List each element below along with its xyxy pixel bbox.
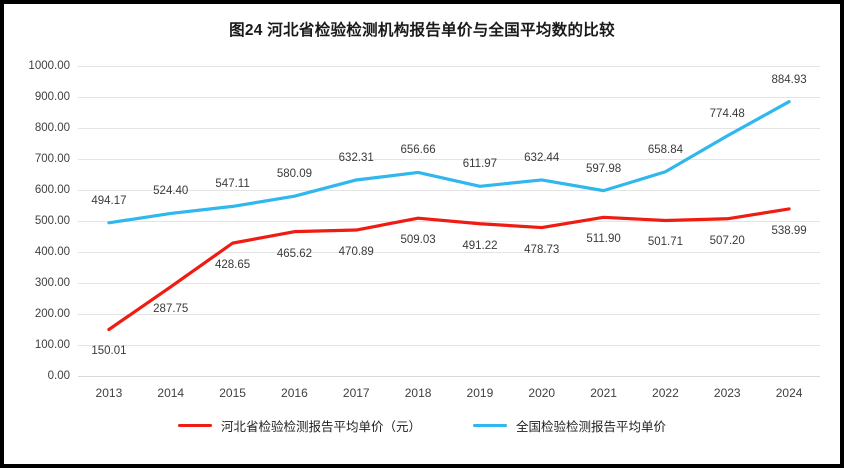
gridline: [78, 252, 820, 253]
data-label: 501.71: [647, 236, 683, 249]
y-tick-label: 400.00: [34, 246, 70, 258]
data-label: 287.75: [153, 302, 189, 315]
legend-item-1[interactable]: 河北省检验检测报告平均单价（元）: [177, 416, 421, 435]
plot-area: 1000.00 900.00 800.00 700.00 600.00 500.00 400…: [28, 60, 820, 400]
y-tick-label: 100.00: [34, 339, 70, 351]
x-tick-label: 2020: [528, 386, 556, 400]
series-line-1: [107, 207, 791, 332]
data-label: 478.73: [524, 243, 560, 256]
y-tick-label: 200.00: [34, 308, 70, 320]
data-label: 656.66: [400, 144, 436, 157]
data-label: 524.40: [153, 185, 189, 198]
chart-card: 图24 河北省检验检测机构报告单价与全国平均数的比较 1000.00 900.00…: [4, 4, 840, 464]
data-label: 547.11: [215, 178, 250, 191]
x-axis-line: [78, 376, 820, 377]
data-label: 774.48: [709, 107, 745, 120]
gridline: [78, 128, 820, 129]
data-label: 597.98: [585, 162, 622, 175]
legend: 河北省检验检测报告平均单价（元） 全国检验检测报告平均单价: [4, 416, 840, 435]
legend-item-2[interactable]: 全国检验检测报告平均单价: [473, 416, 666, 435]
gridline: [78, 283, 820, 284]
x-tick-label: 2015: [219, 386, 246, 400]
data-label: 884.93: [771, 73, 807, 86]
y-tick-label: 500.00: [34, 215, 70, 227]
legend-swatch: [473, 423, 507, 428]
data-label: 658.84: [647, 143, 683, 156]
legend-label: 全国检验检测报告平均单价: [516, 420, 667, 434]
y-tick-label: 700.00: [34, 153, 70, 165]
y-tick-label: 300.00: [34, 277, 70, 289]
gridline: [78, 190, 820, 191]
x-tick-label: 2017: [342, 386, 370, 400]
y-tick-label: 800.00: [34, 122, 70, 134]
x-tick-label: 2023: [713, 386, 741, 400]
data-label: 511.90: [586, 233, 621, 246]
data-label: 465.62: [276, 247, 312, 260]
gridline: [78, 97, 820, 98]
x-tick-label: 2019: [466, 386, 494, 400]
y-tick-label: 900.00: [34, 91, 70, 103]
data-label: 509.03: [400, 234, 436, 247]
x-tick-label: 2014: [157, 386, 185, 400]
data-label: 538.99: [771, 224, 807, 237]
data-label: 470.89: [338, 246, 374, 259]
data-label: 580.09: [276, 168, 312, 181]
data-label: 491.22: [462, 239, 498, 252]
y-tick-label: 1000.00: [28, 60, 70, 72]
gridline: [78, 314, 820, 315]
y-tick-label: 0.00: [47, 370, 70, 382]
gridline: [78, 159, 820, 160]
legend-label: 河北省检验检测报告平均单价（元）: [220, 420, 421, 434]
data-label: 507.20: [709, 234, 745, 247]
legend-swatch: [177, 423, 212, 428]
gridline: [78, 66, 820, 67]
data-label: 150.01: [91, 345, 127, 358]
chart-title: 图24 河北省检验检测机构报告单价与全国平均数的比较: [229, 22, 615, 39]
x-tick-label: 2018: [404, 386, 432, 400]
data-label: 632.31: [338, 151, 374, 164]
y-tick-label: 600.00: [34, 184, 70, 196]
gridline: [78, 345, 820, 346]
series-line-2: [107, 100, 791, 225]
x-tick-label: 2024: [775, 386, 803, 400]
x-tick-label: 2022: [652, 386, 679, 400]
data-label: 494.17: [91, 194, 127, 207]
data-label: 611.97: [462, 158, 498, 171]
data-label: 632.44: [524, 151, 560, 164]
x-tick-label: 2016: [281, 386, 308, 400]
data-label: 428.65: [214, 259, 251, 272]
x-tick-label: 2013: [95, 386, 123, 400]
series-lines: [107, 100, 791, 332]
x-tick-label: 2021: [590, 386, 617, 400]
